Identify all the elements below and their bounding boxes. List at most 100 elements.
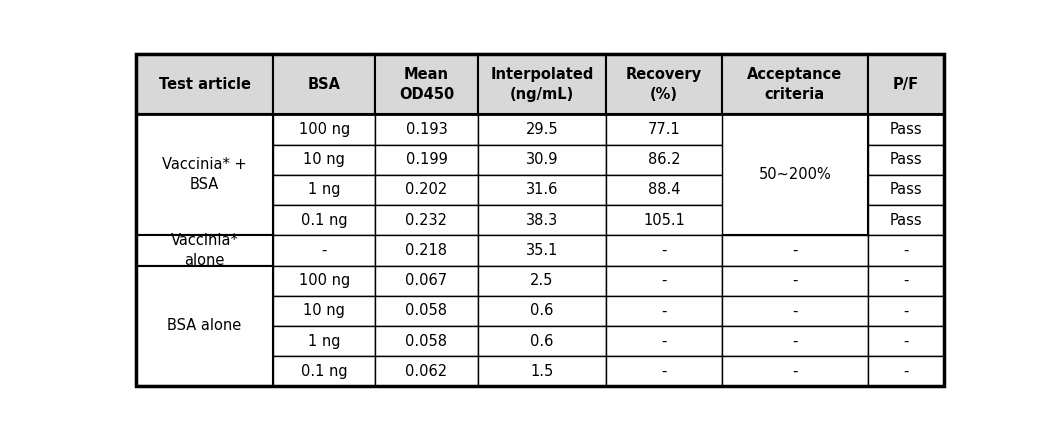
Text: Vaccinia*
alone: Vaccinia* alone (171, 233, 238, 268)
Bar (376, 205, 477, 235)
Bar (274, 235, 376, 266)
Text: Interpolated
(ng/mL): Interpolated (ng/mL) (491, 67, 594, 102)
Text: Acceptance
criteria: Acceptance criteria (748, 67, 842, 102)
Text: -: - (792, 243, 797, 258)
Text: -: - (903, 303, 909, 318)
Bar (477, 114, 607, 145)
Bar (721, 356, 868, 386)
Text: Pass: Pass (890, 182, 922, 198)
Bar (868, 356, 943, 386)
Text: 0.218: 0.218 (405, 243, 448, 258)
Text: 1 ng: 1 ng (309, 182, 340, 198)
Bar (376, 326, 477, 356)
Text: 35.1: 35.1 (525, 243, 558, 258)
Bar (376, 296, 477, 326)
Bar (136, 54, 274, 114)
Text: -: - (903, 364, 909, 379)
Bar (376, 54, 477, 114)
Bar (136, 114, 274, 235)
Text: -: - (661, 243, 667, 258)
Bar (274, 54, 376, 114)
Text: -: - (792, 273, 797, 288)
Bar (868, 296, 943, 326)
Bar (721, 296, 868, 326)
Bar (607, 296, 721, 326)
Text: 38.3: 38.3 (525, 213, 558, 228)
Text: 88.4: 88.4 (648, 182, 680, 198)
Bar (376, 114, 477, 145)
Text: 0.1 ng: 0.1 ng (301, 364, 347, 379)
Text: Recovery
(%): Recovery (%) (625, 67, 702, 102)
Text: BSA alone: BSA alone (167, 318, 241, 334)
Text: -: - (321, 243, 327, 258)
Bar (721, 266, 868, 296)
Bar (274, 296, 376, 326)
Text: -: - (903, 273, 909, 288)
Bar (868, 114, 943, 145)
Text: 2.5: 2.5 (531, 273, 554, 288)
Text: 1.5: 1.5 (531, 364, 554, 379)
Text: -: - (792, 364, 797, 379)
Text: 0.6: 0.6 (531, 303, 554, 318)
Text: -: - (792, 303, 797, 318)
Text: 31.6: 31.6 (525, 182, 558, 198)
Text: 0.062: 0.062 (405, 364, 448, 379)
Text: -: - (661, 364, 667, 379)
Text: -: - (661, 303, 667, 318)
Bar (607, 175, 721, 205)
Text: Test article: Test article (159, 77, 251, 92)
Bar (868, 175, 943, 205)
Bar (136, 266, 274, 386)
Bar (477, 266, 607, 296)
Text: 0.058: 0.058 (405, 334, 448, 348)
Text: 100 ng: 100 ng (299, 273, 350, 288)
Bar (607, 235, 721, 266)
Text: Pass: Pass (890, 152, 922, 167)
Bar (607, 114, 721, 145)
Bar (868, 54, 943, 114)
Text: Pass: Pass (890, 213, 922, 228)
Text: BSA: BSA (307, 77, 341, 92)
Bar (274, 326, 376, 356)
Text: 0.058: 0.058 (405, 303, 448, 318)
Bar (868, 266, 943, 296)
Text: 29.5: 29.5 (525, 122, 558, 137)
Text: 0.1 ng: 0.1 ng (301, 213, 347, 228)
Bar (868, 235, 943, 266)
Text: 10 ng: 10 ng (303, 303, 345, 318)
Bar (721, 235, 868, 266)
Bar (477, 54, 607, 114)
Text: Mean
OD450: Mean OD450 (399, 67, 454, 102)
Bar (376, 266, 477, 296)
Bar (274, 356, 376, 386)
Bar (607, 145, 721, 175)
Text: 30.9: 30.9 (525, 152, 558, 167)
Text: 10 ng: 10 ng (303, 152, 345, 167)
Bar (477, 326, 607, 356)
Bar (477, 205, 607, 235)
Bar (868, 205, 943, 235)
Bar (721, 54, 868, 114)
Text: 0.6: 0.6 (531, 334, 554, 348)
Text: 1 ng: 1 ng (309, 334, 340, 348)
Bar (477, 356, 607, 386)
Bar (274, 205, 376, 235)
Bar (376, 235, 477, 266)
Bar (477, 235, 607, 266)
Text: -: - (903, 243, 909, 258)
Bar (274, 145, 376, 175)
Text: 0.199: 0.199 (405, 152, 448, 167)
Bar (607, 356, 721, 386)
Bar (274, 114, 376, 145)
Text: -: - (903, 334, 909, 348)
Bar (868, 145, 943, 175)
Bar (607, 205, 721, 235)
Bar (721, 326, 868, 356)
Bar (376, 356, 477, 386)
Text: 86.2: 86.2 (648, 152, 680, 167)
Bar (721, 114, 868, 235)
Text: 105.1: 105.1 (643, 213, 684, 228)
Text: 50~200%: 50~200% (758, 167, 831, 182)
Text: 100 ng: 100 ng (299, 122, 350, 137)
Text: 0.232: 0.232 (405, 213, 448, 228)
